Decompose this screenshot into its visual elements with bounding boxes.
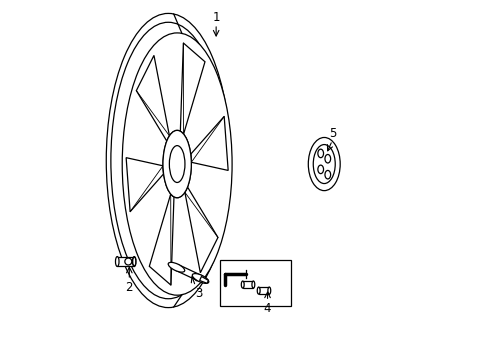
Text: 3: 3 (194, 287, 202, 300)
Ellipse shape (325, 154, 330, 163)
Ellipse shape (115, 257, 119, 266)
Ellipse shape (122, 33, 232, 295)
Text: 4: 4 (263, 302, 271, 315)
Ellipse shape (168, 262, 184, 272)
Polygon shape (199, 276, 208, 283)
Ellipse shape (313, 145, 335, 184)
Polygon shape (149, 194, 174, 285)
Polygon shape (184, 187, 218, 273)
Text: 5: 5 (328, 127, 335, 140)
Ellipse shape (163, 130, 191, 198)
Text: 2: 2 (125, 280, 133, 293)
Ellipse shape (267, 287, 270, 294)
Ellipse shape (317, 149, 323, 158)
Ellipse shape (325, 170, 330, 179)
Ellipse shape (169, 145, 184, 183)
Ellipse shape (257, 287, 260, 294)
Ellipse shape (132, 257, 136, 266)
Ellipse shape (163, 130, 191, 198)
Ellipse shape (169, 145, 184, 183)
Bar (219, 260, 290, 306)
Polygon shape (126, 158, 163, 212)
Bar (258, 287, 269, 294)
Polygon shape (190, 116, 228, 170)
Text: 1: 1 (212, 11, 220, 24)
Polygon shape (136, 55, 169, 141)
Ellipse shape (241, 281, 244, 288)
Bar (242, 281, 253, 288)
Ellipse shape (251, 281, 254, 288)
Ellipse shape (307, 138, 340, 191)
Ellipse shape (106, 13, 230, 307)
Ellipse shape (192, 274, 208, 283)
Ellipse shape (317, 165, 323, 174)
Polygon shape (180, 43, 204, 134)
Circle shape (124, 258, 132, 265)
Ellipse shape (111, 22, 225, 299)
Bar (117, 257, 134, 266)
Polygon shape (175, 264, 202, 282)
